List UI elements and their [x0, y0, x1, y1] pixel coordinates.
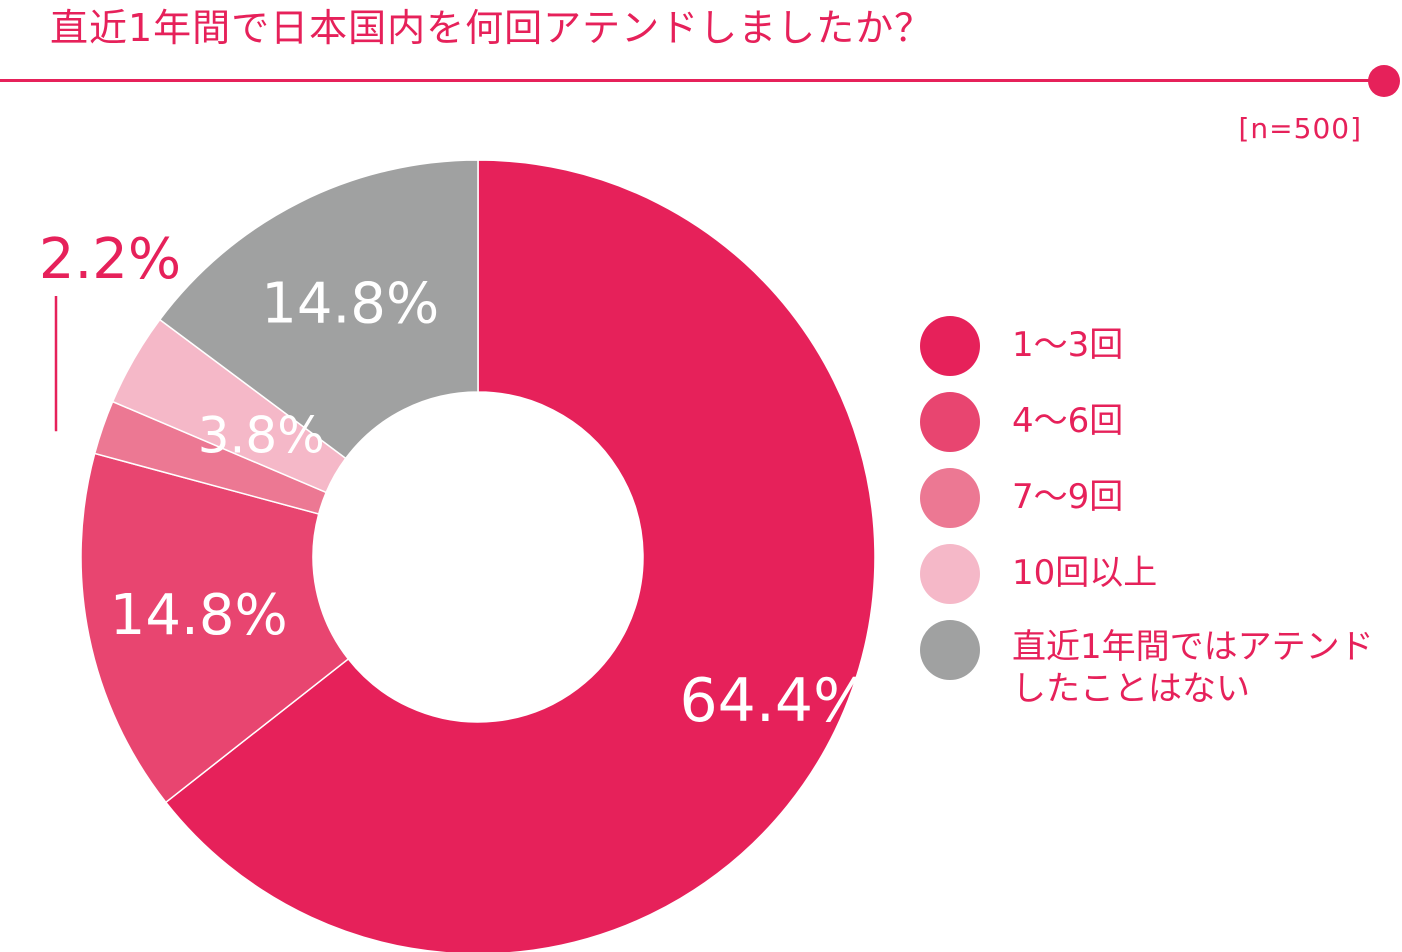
legend-swatch-1 — [920, 316, 980, 376]
slice-value-label-4: 3.8% — [198, 406, 325, 464]
sample-size-label: [n=500] — [1238, 112, 1362, 145]
legend-swatch-2 — [920, 392, 980, 452]
legend-item-2: 4〜6回 — [920, 388, 1390, 464]
legend-item-4: 10回以上 — [920, 540, 1390, 616]
title-divider-line — [0, 79, 1385, 82]
slice-value-label-1: 64.4% — [679, 666, 870, 736]
legend-label-2: 4〜6回 — [1012, 401, 1124, 441]
legend-item-3: 7〜9回 — [920, 464, 1390, 540]
donut-slice-1 — [164, 159, 876, 952]
donut-slice-5 — [158, 159, 479, 460]
legend-label-5: 直近1年間ではアテンドしたことはない — [1012, 627, 1374, 709]
donut-slice-2 — [80, 452, 350, 804]
slice-value-label-5: 14.8% — [261, 271, 439, 336]
legend-item-1: 1〜3回 — [920, 312, 1390, 388]
slice-value-label-3: 2.2% — [39, 227, 181, 292]
legend-swatch-3 — [920, 468, 980, 528]
callout-leader-line — [54, 296, 58, 432]
legend-item-5: 直近1年間ではアテンドしたことはない — [920, 616, 1390, 709]
legend-label-4: 10回以上 — [1012, 553, 1158, 593]
legend-swatch-5 — [920, 620, 980, 680]
chart-title: 直近1年間で日本国内を何回アテンドしましたか？ — [50, 6, 934, 50]
legend-label-1: 1〜3回 — [1012, 325, 1124, 365]
title-divider-dot — [1368, 65, 1400, 97]
legend-label-3: 7〜9回 — [1012, 477, 1124, 517]
slice-value-label-2: 14.8% — [110, 583, 288, 648]
legend-swatch-4 — [920, 544, 980, 604]
chart-legend: 1〜3回 4〜6回 7〜9回 10回以上直近1年間ではアテンドしたことはない — [920, 312, 1390, 709]
